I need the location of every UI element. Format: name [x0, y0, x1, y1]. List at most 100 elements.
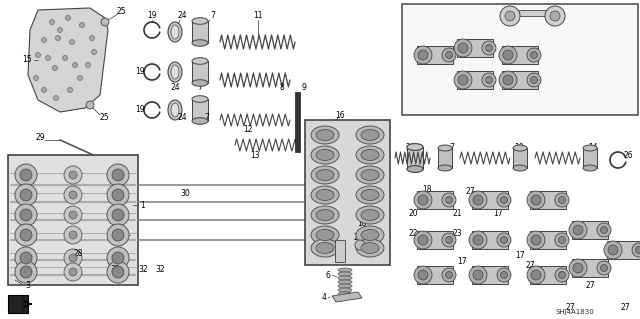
Circle shape	[107, 224, 129, 246]
Circle shape	[70, 40, 74, 44]
Circle shape	[569, 259, 587, 277]
Text: 30: 30	[180, 189, 190, 197]
Text: 6: 6	[325, 271, 330, 279]
Circle shape	[54, 95, 58, 100]
Circle shape	[107, 204, 129, 226]
Polygon shape	[28, 8, 108, 112]
Circle shape	[559, 236, 566, 243]
Ellipse shape	[168, 100, 182, 120]
Circle shape	[505, 11, 515, 21]
Circle shape	[20, 189, 32, 201]
Circle shape	[69, 231, 77, 239]
Circle shape	[20, 266, 32, 278]
Bar	[417, 46, 453, 64]
Text: 22: 22	[408, 228, 418, 238]
Text: 13: 13	[250, 151, 260, 160]
Text: 8: 8	[280, 84, 284, 93]
Circle shape	[555, 233, 569, 247]
Ellipse shape	[583, 165, 597, 171]
Text: 4: 4	[321, 293, 326, 302]
Text: 14: 14	[588, 144, 598, 152]
Text: 17: 17	[493, 209, 503, 218]
Circle shape	[64, 263, 82, 281]
Circle shape	[527, 266, 545, 284]
Text: 23: 23	[452, 228, 462, 238]
Ellipse shape	[192, 96, 208, 102]
Circle shape	[112, 252, 124, 264]
Circle shape	[69, 191, 77, 199]
Circle shape	[473, 195, 483, 205]
Circle shape	[550, 11, 560, 21]
Circle shape	[442, 48, 456, 62]
Circle shape	[42, 87, 47, 93]
Ellipse shape	[316, 189, 334, 201]
Text: 24: 24	[177, 11, 187, 20]
Text: 32: 32	[138, 265, 148, 275]
Circle shape	[69, 268, 77, 276]
Circle shape	[531, 77, 538, 84]
Ellipse shape	[168, 22, 182, 42]
Text: 32: 32	[155, 265, 164, 275]
Circle shape	[445, 271, 452, 278]
Circle shape	[445, 236, 452, 243]
Circle shape	[20, 252, 32, 264]
Circle shape	[63, 56, 67, 61]
Text: 21: 21	[452, 209, 461, 218]
Bar	[510, 10, 555, 16]
Circle shape	[72, 63, 77, 68]
Text: 9: 9	[302, 84, 307, 93]
Circle shape	[454, 71, 472, 89]
Ellipse shape	[438, 145, 452, 151]
Bar	[305, 120, 390, 265]
Circle shape	[64, 166, 82, 184]
Circle shape	[531, 235, 541, 245]
Circle shape	[555, 268, 569, 282]
Text: FR.: FR.	[12, 301, 24, 307]
Circle shape	[545, 6, 565, 26]
Ellipse shape	[192, 118, 208, 124]
Ellipse shape	[407, 166, 423, 172]
Text: 19: 19	[136, 68, 145, 77]
Text: 17: 17	[457, 257, 467, 266]
Circle shape	[15, 164, 37, 186]
Bar	[417, 231, 453, 249]
Ellipse shape	[316, 229, 334, 241]
Text: 17: 17	[477, 24, 487, 33]
Bar	[8, 155, 138, 285]
Text: 18: 18	[422, 186, 431, 195]
Circle shape	[527, 48, 541, 62]
Text: 19: 19	[147, 11, 157, 20]
Ellipse shape	[338, 272, 352, 276]
Ellipse shape	[583, 145, 597, 151]
Bar	[417, 266, 453, 284]
Bar	[572, 221, 608, 239]
Bar	[192, 99, 208, 121]
Circle shape	[107, 164, 129, 186]
Circle shape	[418, 50, 428, 60]
Bar	[438, 148, 452, 168]
Ellipse shape	[361, 169, 379, 181]
Bar	[472, 266, 508, 284]
Circle shape	[497, 193, 511, 207]
Text: 18: 18	[560, 46, 570, 55]
Circle shape	[531, 270, 541, 280]
Bar	[530, 191, 566, 209]
Ellipse shape	[171, 25, 179, 39]
Circle shape	[86, 101, 94, 109]
Text: 7: 7	[198, 84, 202, 93]
Circle shape	[112, 189, 124, 201]
Circle shape	[112, 266, 124, 278]
Bar	[457, 39, 493, 57]
Ellipse shape	[192, 18, 208, 24]
Text: 7: 7	[211, 11, 216, 20]
Circle shape	[500, 6, 520, 26]
Circle shape	[573, 225, 583, 235]
Text: 17: 17	[573, 24, 582, 33]
Ellipse shape	[311, 239, 339, 257]
Circle shape	[555, 193, 569, 207]
Text: 18: 18	[560, 73, 570, 83]
Ellipse shape	[311, 206, 339, 224]
Circle shape	[15, 184, 37, 206]
Circle shape	[58, 27, 63, 33]
Bar	[335, 240, 345, 262]
